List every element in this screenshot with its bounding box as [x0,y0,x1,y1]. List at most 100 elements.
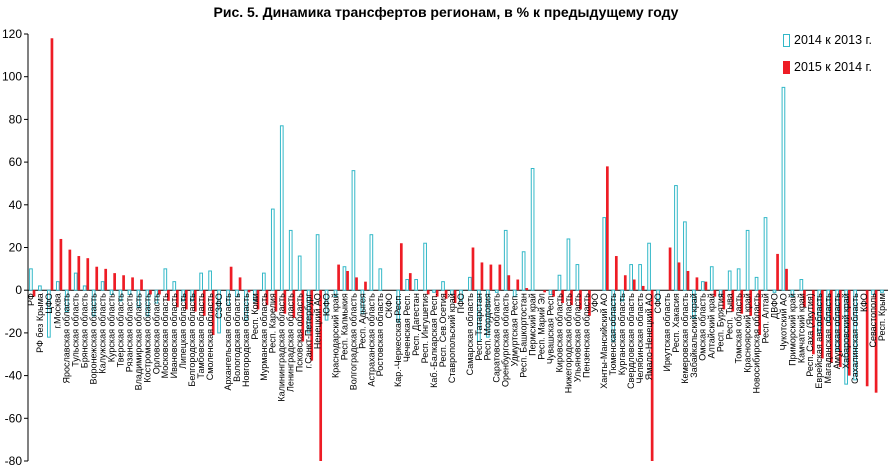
bar-2015 [86,258,90,291]
x-tick-label: Приморский край [787,293,797,366]
x-tick-label: Респ. Карелия [268,293,278,353]
bar-2015 [184,290,188,310]
bar-2014 [109,289,114,295]
legend-entry-2015: 2015 к 2014 г. [783,59,872,75]
y-tick-label: -60 [5,411,23,425]
x-tick-label: Ивановская область [169,293,179,378]
bar-2015 [677,262,681,291]
x-tick-label: Кемеровская область [680,293,690,384]
bar-2015 [650,290,654,461]
bar-2014 [163,268,168,291]
bar-2014 [55,281,60,291]
y-tick-label: 20 [9,241,23,255]
x-tick-label: Респ. Марий Эл [536,293,546,360]
bar-2014 [199,272,203,291]
bar-2015 [821,290,824,359]
bar-2015 [874,290,878,393]
bar-2014 [127,289,132,295]
chart-title: Рис. 5. Динамика трансфертов регионам, в… [213,4,679,20]
bar-2014 [288,229,293,291]
x-tick-label: ЦФО [44,293,54,314]
bar-2014 [253,289,257,302]
bar-2014 [674,185,678,291]
bar-2015 [516,279,520,291]
bar-2014 [647,242,651,291]
x-tick-label: СЗФО [214,293,224,319]
x-tick-label: Новосибирская область [751,293,761,394]
bar-2015 [337,264,340,291]
bar-2014 [477,289,481,342]
x-tick-label: Псковская область [295,293,305,372]
bar-2015 [776,253,779,291]
y-tick-label: 100 [2,70,22,84]
x-tick-label: Томская область [734,293,744,364]
bar-2014 [557,274,562,291]
x-tick-label: Каб.-Балкарская Респ. [429,293,439,388]
bar-2014 [683,221,687,291]
bar-2014 [736,268,741,291]
bar-2014 [118,289,123,302]
bar-2015 [346,270,349,291]
x-tick-label: Респ. Ингушетия [420,293,430,363]
bar-2014 [315,234,320,291]
bar-2015 [686,270,690,291]
bar-2015 [32,290,36,297]
x-tick-label: Волгоградская область [348,293,358,390]
bar-2015 [606,166,609,291]
bar-2014 [835,289,840,351]
bar-2015 [292,290,296,318]
bar-2014 [297,255,302,291]
bar-2015 [865,290,869,387]
y-tick-label: 60 [9,155,23,169]
x-tick-label: Еврейская авт.область [814,293,824,389]
bar-2014 [244,289,248,321]
x-tick-label: Калужская область [98,293,108,374]
bar-2015 [704,281,708,291]
bar-2015 [104,268,108,291]
bar-2014 [853,289,857,381]
x-tick-label: Новгородская область [241,293,251,387]
bar-2015 [588,290,591,316]
x-tick-label: Алтайский край [707,293,717,358]
bar-2015 [113,273,116,291]
x-tick-label: Ненецкий АО [313,293,323,349]
bar-2015 [274,290,278,312]
legend-label-2015: 2015 к 2014 г. [794,60,873,74]
bar-2015 [211,290,215,336]
bar-2014 [181,289,186,302]
x-tick-label: Респ. Крым [877,293,887,341]
x-tick-label: Респ. Хакасия [671,293,681,353]
bar-2014 [378,268,383,291]
bar-2014 [745,229,750,291]
bar-2015 [641,285,645,291]
bar-2014 [763,217,768,291]
bar-2014 [217,289,221,334]
bar-2014 [566,238,571,291]
bar-2014 [700,281,705,291]
bar-2014 [369,234,374,291]
bar-2014 [817,289,822,334]
bar-2015 [579,290,582,310]
x-tick-label: Оренбургская область [501,293,511,387]
y-tick-label: -40 [5,369,23,383]
bar-2014 [790,289,795,298]
x-tick-label: Саратовская область [492,293,502,383]
x-tick-label: Хабаровский край [841,293,851,369]
x-tick-label: Амурская область [832,293,842,369]
bar-2015 [525,288,529,291]
x-tick-label: Кировская область [554,293,564,373]
x-tick-label: Астраханская область [366,293,376,387]
bar-2015 [202,290,206,316]
bar-2014 [441,281,445,291]
x-tick-label: Красноярский край [743,293,753,373]
bar-2015 [758,290,761,336]
x-tick-label: СКФО [384,293,394,318]
bar-2015 [59,238,63,291]
x-tick-label: Пермский край [528,293,538,356]
bar-2015 [480,262,484,291]
bar-2014 [91,289,96,317]
bar-2014 [100,281,105,291]
bar-2014 [396,289,401,323]
bar-2015 [471,247,475,291]
